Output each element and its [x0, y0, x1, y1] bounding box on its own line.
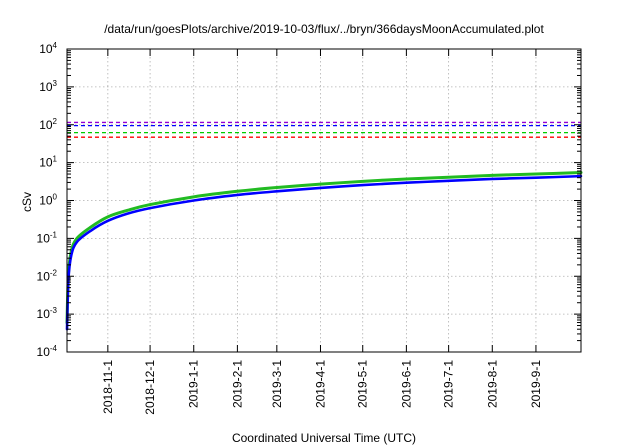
x-tick-label: 2019-9-1 [529, 360, 543, 408]
x-axis-label: Coordinated Universal Time (UTC) [232, 431, 416, 445]
y-axis-tick-labels: 10-4 10-3 10-2 10-1 100 101 102 103 104 [37, 41, 58, 359]
x-tick-label: 2019-1-1 [187, 360, 201, 408]
y-tick-label: 10-1 [37, 230, 58, 245]
data-series-line [65, 170, 583, 325]
y-tick-label: 104 [39, 41, 57, 56]
x-tick-label: 2018-11-1 [101, 360, 115, 414]
data-series [65, 170, 583, 331]
x-tick-label: 2019-7-1 [442, 360, 456, 408]
y-tick-label: 103 [39, 79, 57, 94]
x-tick-label: 2019-6-1 [399, 360, 413, 408]
grid [67, 49, 581, 352]
y-tick-label: 101 [39, 155, 57, 170]
data-series-line [65, 174, 583, 331]
x-tick-label: 2019-5-1 [356, 360, 370, 408]
y-tick-label: 100 [39, 193, 57, 208]
x-axis-tick-labels: 2018-11-1 2018-12-1 2019-1-1 2019-2-1 2019-3… [101, 360, 543, 415]
y-axis-label: cSv [20, 192, 34, 212]
axis-ticks [67, 48, 581, 353]
y-tick-label: 10-3 [37, 306, 58, 321]
threshold-lines [67, 121, 581, 138]
x-tick-label: 2019-2-1 [230, 360, 244, 408]
y-tick-label: 10-2 [37, 268, 58, 283]
x-tick-label: 2019-3-1 [270, 360, 284, 408]
x-tick-label: 2019-4-1 [313, 360, 327, 408]
x-tick-label: 2019-8-1 [485, 360, 499, 408]
y-tick-label: 10-4 [37, 344, 58, 359]
chart-title: /data/run/goesPlots/archive/2019-10-03/f… [104, 22, 544, 36]
x-tick-label: 2018-12-1 [143, 360, 157, 415]
y-tick-label: 102 [39, 117, 57, 132]
